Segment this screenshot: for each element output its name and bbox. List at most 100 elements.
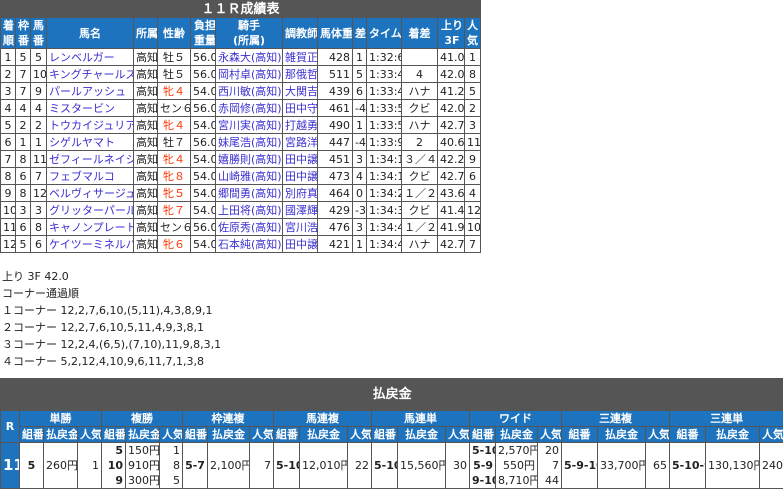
- sub-header: 人気: [249, 426, 274, 443]
- payout-pop: 65: [645, 442, 670, 489]
- corner-2: ２コーナー 12,2,7,6,10,5,11,4,9,3,8,1: [2, 321, 204, 334]
- last-3f: 42.7: [437, 167, 465, 185]
- weight-diff: 5: [352, 65, 367, 83]
- popularity: 5: [463, 82, 482, 100]
- payout-pop-value: 1: [92, 459, 99, 472]
- number: 9: [30, 82, 47, 100]
- trainer-link[interactable]: 國澤輝: [282, 201, 318, 219]
- margin: クビ: [401, 99, 438, 117]
- time: 1:34:1: [366, 167, 402, 185]
- last-3f: 41.9: [437, 218, 465, 236]
- trainer-link[interactable]: 宮川浩: [282, 218, 318, 236]
- sub-header: 組番: [182, 426, 208, 443]
- column-header-line: 着差: [408, 26, 431, 40]
- finish: 1: [0, 48, 16, 66]
- body-weight: 428: [317, 48, 353, 66]
- affiliation: 高知: [133, 133, 158, 151]
- popularity: 3: [463, 116, 482, 134]
- jockey-link[interactable]: 岡村卓(高知): [215, 65, 283, 83]
- finish: 4: [0, 99, 16, 117]
- trainer-link[interactable]: 大関吉: [282, 82, 318, 100]
- sub-header: 払戻金: [207, 426, 250, 443]
- margin: ハナ: [401, 82, 438, 100]
- table-row: 1168キャノンプレート高知セン６56.0佐原秀(高知)宮川浩47631:34:…: [0, 218, 482, 236]
- corner-4: ４コーナー 5,2,12,4,10,9,6,11,7,1,3,8: [2, 355, 204, 368]
- weight: 54.0: [190, 235, 216, 253]
- horse-name-link[interactable]: パールアッシュ: [46, 82, 134, 100]
- trainer-link[interactable]: 田中譲: [282, 150, 318, 168]
- last-3f: 42.7: [437, 235, 465, 253]
- payout-combo-value: 5-9: [473, 459, 493, 472]
- payout-combo-value: 9-10: [472, 474, 495, 487]
- column-header-line: 所属: [136, 26, 158, 40]
- popularity: 7: [463, 235, 482, 253]
- jockey-link[interactable]: 嬉勝則(高知): [215, 150, 283, 168]
- horse-name-link[interactable]: シゲルヤマト: [46, 133, 134, 151]
- table-row: 5 2 2 トウカイジュリア 高知 牝４ 54.0 宮川実(高知) 打越勇 490 1 1:33:5 ハ…: [0, 116, 482, 134]
- jockey-link[interactable]: 赤岡修(高知): [215, 99, 283, 117]
- body-weight: 447: [317, 133, 353, 151]
- corner-title: コーナー通過順: [2, 287, 79, 300]
- frame: 8: [15, 184, 31, 202]
- horse-name-link[interactable]: ミスタービン: [46, 99, 134, 117]
- trainer-link[interactable]: 田中譲: [282, 167, 318, 185]
- number: 4: [30, 99, 47, 117]
- horse-name-link[interactable]: フェブマルコ: [46, 167, 134, 185]
- column-header-text: 上り3F: [441, 19, 463, 47]
- trainer-link[interactable]: 田中守: [282, 99, 318, 117]
- bet-type-header: 馬連単: [371, 410, 470, 427]
- last-3f: 43.6: [437, 184, 465, 202]
- column-header-line: 人: [467, 19, 479, 32]
- affiliation: 高知: [133, 82, 158, 100]
- table-row: 7 8 11 ゼフィールネイジ 高知 牝４ 54.0 嬉勝則(高知) 田中譲 451 3 1:34:1…: [0, 150, 482, 168]
- finish: 3: [0, 82, 16, 100]
- horse-name-link[interactable]: レンベルガー: [46, 48, 134, 66]
- horse-name-link[interactable]: グリッターパール: [46, 201, 134, 219]
- payout-pay-value: 300円: [128, 474, 160, 487]
- sex-age: セン６: [157, 99, 191, 117]
- jockey-link[interactable]: 郷間勇(高知): [215, 184, 283, 202]
- jockey-link[interactable]: 西川敏(高知): [215, 82, 283, 100]
- margin: クビ: [401, 167, 438, 185]
- weight-diff: 1: [352, 116, 367, 134]
- sex-age: 牡５: [157, 65, 191, 83]
- jockey-link[interactable]: 妹尾浩(高知): [215, 133, 283, 151]
- weight-diff: 3: [352, 150, 367, 168]
- horse-name-link[interactable]: トウカイジュリア: [46, 116, 134, 134]
- payout-pay-value: 910円: [128, 459, 160, 472]
- jockey-link[interactable]: 永森大(高知): [215, 48, 283, 66]
- trainer-link[interactable]: 那俄哲: [282, 65, 318, 83]
- jockey-link[interactable]: 山崎雅(高知): [215, 167, 283, 185]
- trainer-link[interactable]: 打越勇: [282, 116, 318, 134]
- finish: 5: [0, 116, 16, 134]
- trainer-link[interactable]: 別府真: [282, 184, 318, 202]
- jockey-link[interactable]: 佐原秀(高知): [215, 218, 283, 236]
- horse-name-link[interactable]: ベルヴィサージュ: [46, 184, 134, 202]
- frame: 1: [15, 133, 31, 151]
- column-header-line: 気: [467, 34, 479, 47]
- jockey-link[interactable]: 上田将(高知): [215, 201, 283, 219]
- jockey-link[interactable]: 宮川実(高知): [215, 116, 283, 134]
- payout-pop: 22: [347, 442, 372, 489]
- time: 1:33:5: [366, 116, 402, 134]
- number: 11: [30, 150, 47, 168]
- payout-pay-value: 2,100円: [210, 459, 250, 472]
- popularity: 10: [463, 218, 482, 236]
- payout-combo: 5 10 9: [101, 442, 126, 489]
- payout-pop-value: 65: [653, 459, 667, 472]
- horse-name-link[interactable]: キングチャールズ: [46, 65, 134, 83]
- jockey-link[interactable]: 石本純(高知): [215, 235, 283, 253]
- payout-pop: 7: [249, 442, 274, 489]
- trainer-link[interactable]: 田中譲: [282, 235, 318, 253]
- results-table: １１Ｒ成績表 着順枠番馬番馬名 所属 性齢 負担重量 騎手(所属) 調教師 馬体重差タイム着…: [0, 0, 482, 253]
- horse-name-link[interactable]: キャノンプレート: [46, 218, 134, 236]
- trainer-link[interactable]: 雑賀正: [282, 48, 318, 66]
- horse-name-link[interactable]: ゼフィールネイジ: [46, 150, 134, 168]
- sub-header: 人気: [347, 426, 372, 443]
- weight: 56.0: [190, 133, 216, 151]
- trainer-link[interactable]: 宮路洋: [282, 133, 318, 151]
- weight: 54.0: [190, 201, 216, 219]
- sub-header: 人気: [537, 426, 562, 443]
- sub-header: 払戻金: [43, 426, 78, 443]
- horse-name-link[interactable]: ケイツーミネルバ: [46, 235, 134, 253]
